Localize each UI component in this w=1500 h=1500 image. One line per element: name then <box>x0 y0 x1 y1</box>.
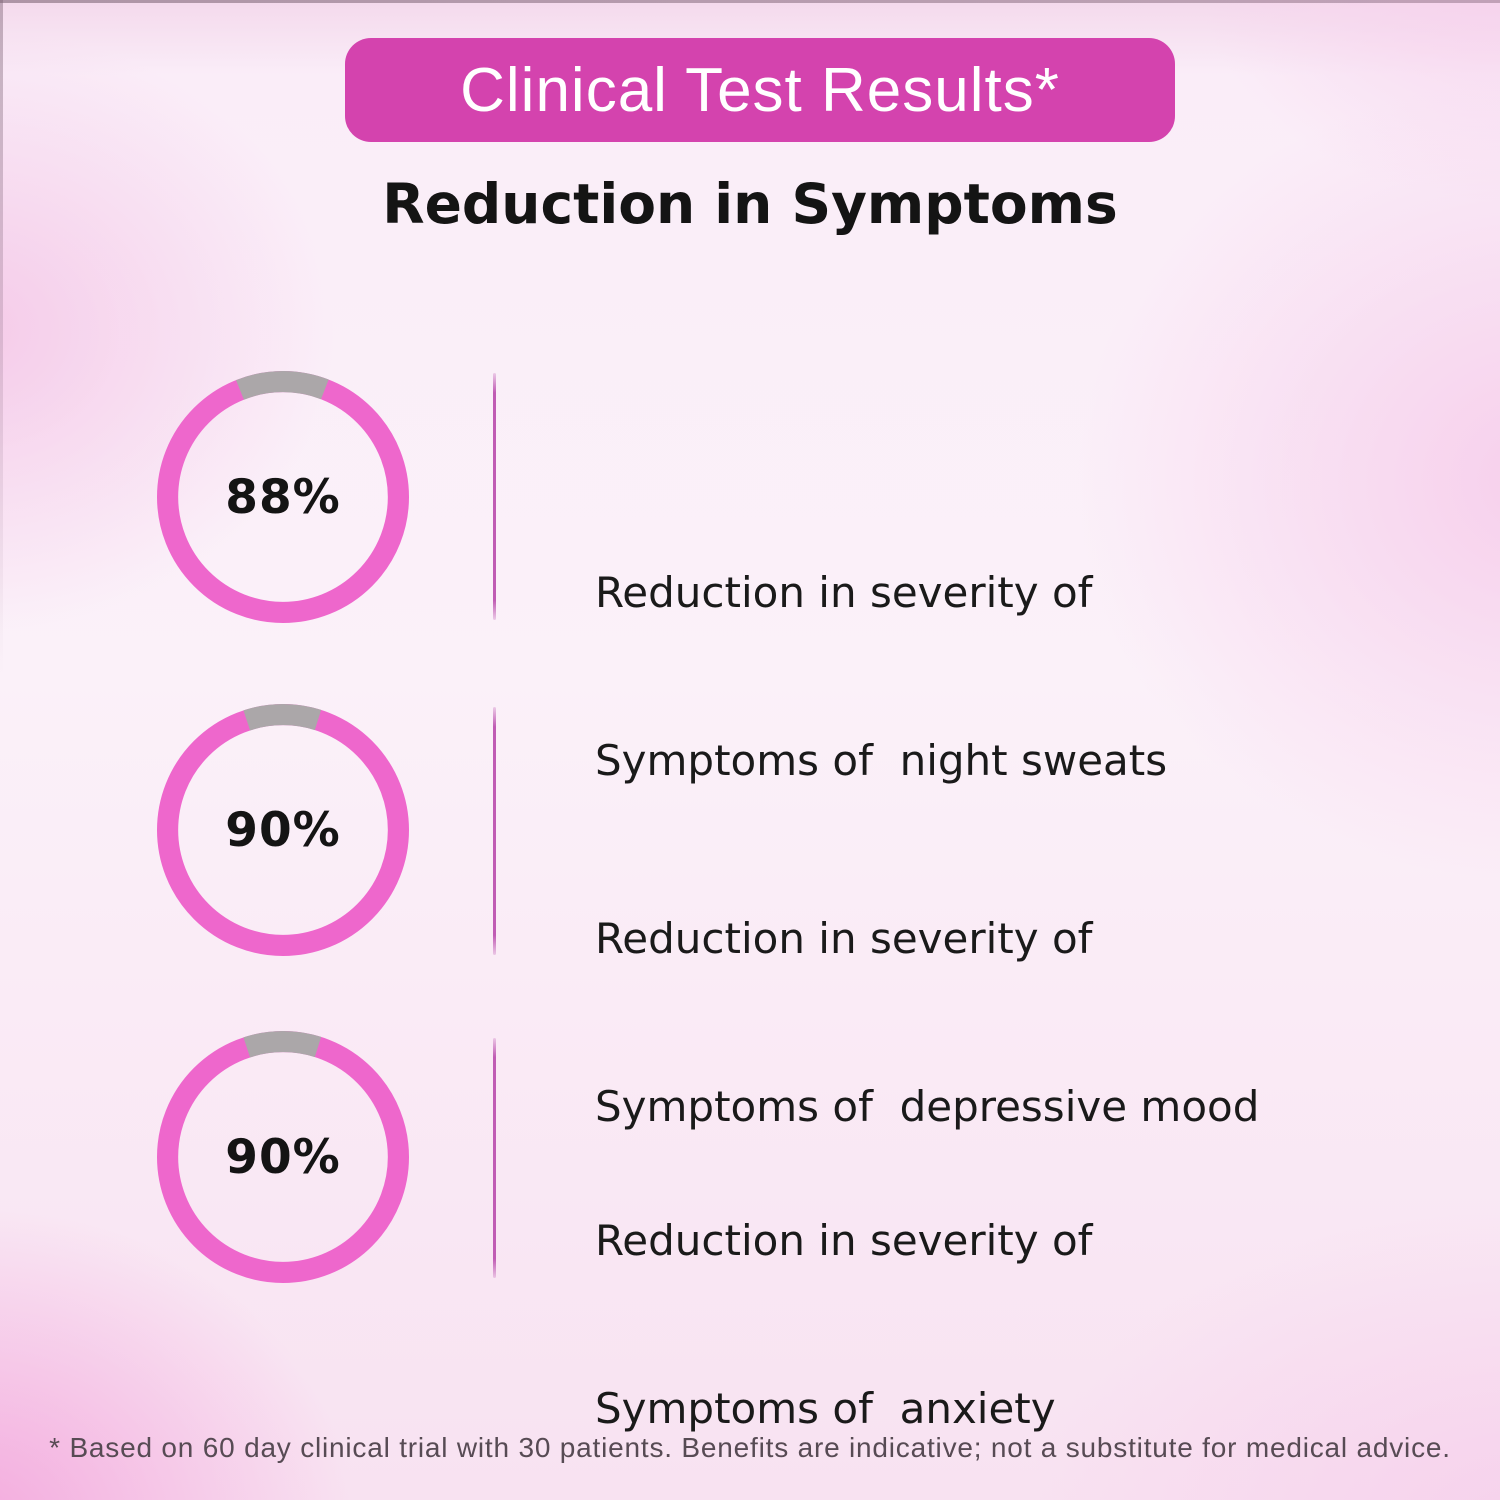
row-description: Reduction in severity of Symptoms of anx… <box>595 1101 1092 1500</box>
row-divider <box>493 707 496 955</box>
row-description: Reduction in severity of Symptoms of nig… <box>595 453 1167 901</box>
donut-ring-remainder <box>157 704 409 956</box>
donut-svg <box>157 704 409 956</box>
row-description-line2: Symptoms of depressive mood <box>595 1082 1260 1131</box>
row-description-line1: Reduction in severity of <box>595 568 1093 617</box>
donut-svg <box>157 371 409 623</box>
donut-chart-depressive-mood: 90% <box>157 704 409 956</box>
row-divider <box>493 1038 496 1278</box>
row-description: Reduction in severity of Symptoms of dep… <box>595 799 1259 1247</box>
page-title: Reduction in Symptoms <box>382 172 1118 236</box>
donut-percent-label: 88% <box>225 469 341 525</box>
row-description-line1: Reduction in severity of <box>595 914 1093 963</box>
donut-ring-remainder <box>157 1031 409 1283</box>
donut-chart-night-sweats: 88% <box>157 371 409 623</box>
row-description-line2: Symptoms of night sweats <box>595 736 1168 785</box>
row-description-line2: Symptoms of anxiety <box>595 1384 1056 1433</box>
top-edge-line <box>0 0 1500 3</box>
footnote: * Based on 60 day clinical trial with 30… <box>49 1432 1451 1463</box>
donut-svg <box>157 1031 409 1283</box>
clinical-results-badge: Clinical Test Results* <box>345 38 1175 142</box>
left-edge-line <box>0 0 3 675</box>
donut-percent-label: 90% <box>225 1129 341 1185</box>
clinical-results-badge-label: Clinical Test Results* <box>460 55 1060 125</box>
donut-percent-label: 90% <box>225 802 341 858</box>
donut-ring-remainder <box>157 371 409 623</box>
row-description-line1: Reduction in severity of <box>595 1216 1093 1265</box>
donut-chart-anxiety: 90% <box>157 1031 409 1283</box>
row-divider <box>493 373 496 620</box>
